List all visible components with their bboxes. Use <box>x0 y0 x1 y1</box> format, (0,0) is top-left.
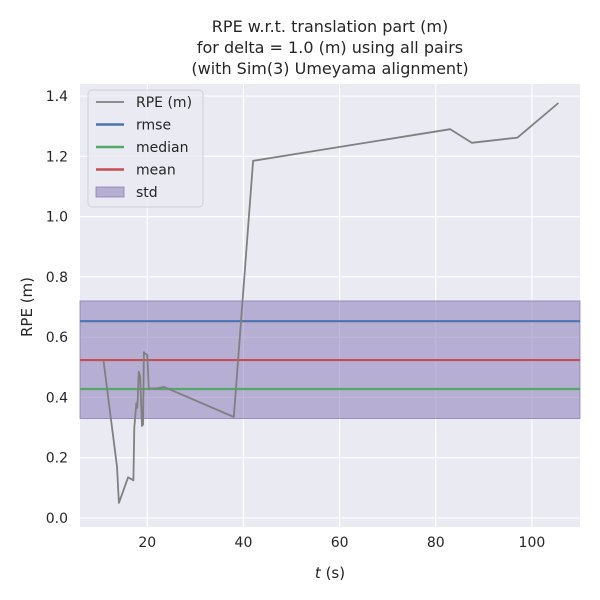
y-tick-label: 1.2 <box>46 149 68 165</box>
stat-lines <box>80 320 580 391</box>
y-tick-label: 1.4 <box>46 89 68 105</box>
x-tick-labels: 20 40 60 80 100 <box>138 535 545 551</box>
x-tick-label: 40 <box>235 535 253 551</box>
y-tick-label: 1.0 <box>46 210 68 226</box>
y-tick-label: 0.0 <box>46 511 68 527</box>
chart-title-line-1: RPE w.r.t. translation part (m) <box>212 17 448 36</box>
x-tick-label: 20 <box>138 535 156 551</box>
chart-title-line-3: (with Sim(3) Umeyama alignment) <box>191 59 468 78</box>
chart-title-line-2: for delta = 1.0 (m) using all pairs <box>197 38 463 57</box>
legend-label: rmse <box>136 118 171 134</box>
x-axis-label-variable: t <box>315 564 322 582</box>
x-tick-label: 80 <box>427 535 445 551</box>
y-tick-label: 0.4 <box>46 390 68 406</box>
y-tick-label: 0.6 <box>46 330 68 346</box>
x-axis-label: t (s) <box>315 564 345 582</box>
y-tick-label: 0.8 <box>46 270 68 286</box>
y-tick-labels: 0.0 0.2 0.4 0.6 0.8 1.0 1.2 1.4 <box>46 89 68 527</box>
legend: RPE (m) rmse median mean std <box>87 89 204 208</box>
y-axis-label: RPE (m) <box>18 277 36 337</box>
y-tick-label: 0.2 <box>46 451 68 467</box>
rpe-series-line <box>102 102 559 504</box>
x-tick-label: 60 <box>331 535 349 551</box>
legend-swatch <box>95 186 125 198</box>
legend-label: median <box>136 140 188 156</box>
legend-label: std <box>136 185 158 201</box>
legend-box <box>87 89 204 208</box>
legend-label: mean <box>136 163 176 179</box>
legend-label: RPE (m) <box>136 95 192 111</box>
x-axis-label-unit: (s) <box>321 564 345 582</box>
series-lines <box>102 102 559 504</box>
x-tick-label: 100 <box>519 535 546 551</box>
